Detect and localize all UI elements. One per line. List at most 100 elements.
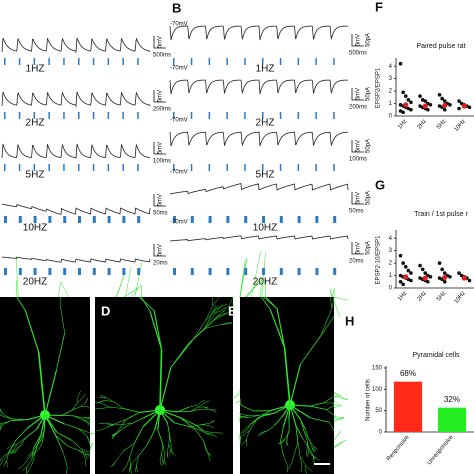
dendrite [138,296,155,311]
dendrite [26,414,46,421]
data-point [442,279,447,284]
dendrite [283,404,291,427]
mean-point [461,103,467,109]
dendrite [40,414,46,435]
y-tick-label: 1 [389,273,393,279]
dendrite [283,347,291,406]
dendrite [289,404,311,407]
dendrite [333,417,344,420]
data-point [457,271,461,275]
dendrite [256,410,271,420]
dendrite [113,401,124,409]
dendrite [204,314,212,329]
dendrite [88,418,91,421]
dendrite [203,400,210,404]
dendrite [87,432,91,434]
scale-bar [153,142,166,155]
stimulus-tick [297,216,301,223]
dendrite [307,450,310,457]
dendrite [333,404,342,409]
dendrite [157,429,164,444]
voltage-trace [1,203,151,215]
dendrite [169,434,172,444]
data-point [423,271,428,275]
dendrite [282,436,287,442]
dendrite [245,430,250,440]
dendrite [299,456,306,466]
dendrite [239,258,248,298]
dendrite [304,431,308,442]
stimulus-tick [262,164,264,171]
dendrite [250,416,260,424]
stimulus-tick [262,112,264,119]
stimulus-tick [107,216,111,223]
dendrite [21,466,28,472]
stimulus-tick [48,58,50,65]
dendrite [159,409,181,419]
dendrite [326,409,335,416]
dendrite [133,426,144,444]
dendrite [38,442,43,450]
dendrite [305,449,308,456]
row-label: 10HZ [23,223,47,234]
dendrite [301,437,309,448]
dendrite [130,284,142,298]
data-point [403,265,408,269]
dendrite [1,420,12,426]
dendrite [258,432,262,436]
y-tick-label: 2 [389,89,393,95]
dendrite [333,430,342,441]
dendrite [305,430,310,440]
data-point [420,267,425,272]
scale-label: 100ms [349,157,367,163]
holding-label: -70mV [170,22,188,28]
dendrite [289,404,311,419]
dendrite [27,452,32,457]
dendrite [333,300,340,317]
stimulus-tick [226,58,228,65]
stimulus-tick [315,58,317,65]
dendrite [0,409,3,414]
stimulus-tick [4,216,7,223]
dendrite [123,408,140,413]
dendrite [110,459,117,468]
dendrite [77,398,83,403]
y-tick-label: 0 [379,430,383,436]
dendrite [331,296,335,309]
holding-label: -70mV [170,220,188,226]
current-trace [169,25,349,41]
dendrite [161,443,164,454]
stimulus-tick [137,268,141,275]
dendrite [44,414,57,436]
stimulus-tick [122,216,126,223]
bar [437,407,467,432]
data-point [409,100,413,105]
dendrite [149,311,163,350]
dendrite [207,451,211,461]
dendrite [111,433,118,436]
stimulus-tick [33,268,37,275]
dendrite [100,402,111,408]
dendrite [300,419,307,431]
dendrite [201,423,210,425]
y-tick-label: 4 [389,64,393,70]
dendrite [121,422,133,425]
scale-label: 200ms [349,105,367,111]
dendrite [209,409,217,412]
mean-point [442,274,448,281]
dendrite [300,335,322,365]
dendrite [28,450,36,459]
dendrite [100,407,111,409]
dendrite [205,308,217,321]
data-point [409,107,413,112]
dendrite [333,417,344,423]
stimulus-tick [78,216,81,223]
dendrite [190,424,202,428]
dendrite [13,443,18,450]
x-tick-label: 5Hz [436,290,447,302]
dendrite [159,453,162,461]
dendrite [9,450,15,455]
dendrite [320,316,335,336]
dendrite [204,432,213,435]
